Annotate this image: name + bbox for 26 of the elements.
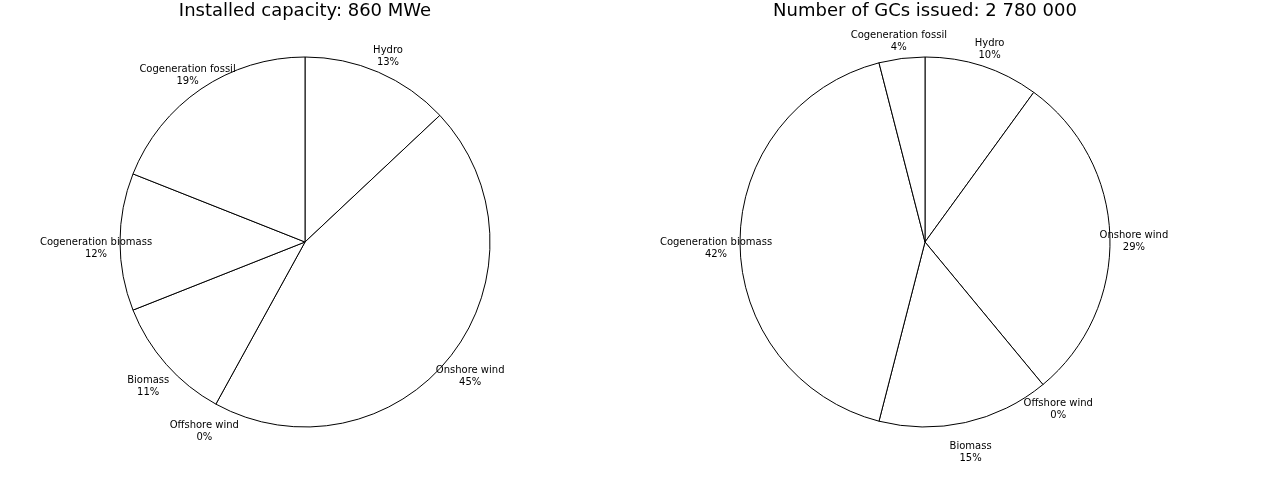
data-label: 45% (459, 376, 482, 388)
slice-label: Cogeneration biomass (659, 236, 773, 247)
data-label: 19% (176, 75, 199, 87)
slice-label: Hydro (373, 44, 403, 56)
data-label: 12% (84, 248, 108, 259)
data-label: 29% (1122, 241, 1146, 253)
slice-label: Cogeneration fossil (139, 63, 236, 75)
text: 0% (196, 431, 213, 443)
chart-title: Installed capacity: 860 MWe (178, 0, 432, 20)
data-label: 11% (137, 386, 160, 398)
data-label: 42% (704, 248, 728, 259)
data-label: 15% (959, 451, 982, 463)
data-label: 4% (890, 40, 907, 52)
slice-label: Onshore wind (1099, 229, 1169, 241)
category-label: Offshore wind (1023, 397, 1093, 409)
slice-label: Onshore wind (435, 364, 505, 376)
text: 0% (1050, 409, 1067, 421)
data-label: 10% (978, 49, 1001, 61)
slice-label: Cogeneration fossil (850, 28, 947, 40)
slice-label: Hydro (974, 37, 1005, 49)
slice-label: Biomass (949, 439, 992, 451)
chart-title: Number of GCs issued: 2 780 000 (773, 0, 1077, 20)
slice-label: Cogeneration biomass (39, 236, 153, 247)
data-label: 13% (376, 56, 400, 68)
slice-label: Biomass (127, 374, 170, 386)
category-label: Offshore wind (169, 419, 239, 431)
